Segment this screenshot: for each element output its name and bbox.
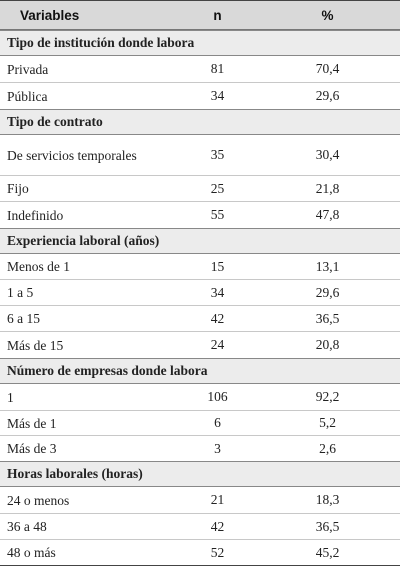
row-pct: 29,6 — [315, 284, 340, 300]
table-row: 1 a 5 34 29,6 — [0, 280, 400, 306]
row-pct: 13,1 — [315, 258, 340, 274]
row-n: 24 — [210, 337, 225, 352]
row-label: Más de 3 — [7, 441, 57, 456]
row-pct: 30,4 — [315, 147, 340, 162]
row-n: 3 — [214, 440, 221, 456]
row-n: 34 — [210, 88, 225, 103]
row-n: 81 — [210, 61, 225, 76]
table-row: 6 a 15 42 36,5 — [0, 306, 400, 332]
row-pct: 45,2 — [315, 544, 340, 560]
row-label: 6 a 15 — [7, 311, 40, 326]
row-pct: 29,6 — [315, 88, 340, 103]
table-row: Más de 1 6 5,2 — [0, 411, 400, 436]
table-row: Indefinido 55 47,8 — [0, 202, 400, 228]
row-pct: 21,8 — [315, 180, 340, 196]
section-heading: Experiencia laboral (años) — [0, 228, 400, 254]
table-row: 24 o menos 21 18,3 — [0, 487, 400, 514]
row-n: 42 — [210, 518, 225, 534]
row-n: 52 — [210, 544, 225, 560]
row-pct: 36,5 — [315, 310, 340, 326]
row-label: 48 o más — [7, 545, 56, 560]
row-n: 35 — [210, 147, 225, 162]
row-pct: 36,5 — [315, 518, 340, 534]
row-label: Menos de 1 — [7, 259, 70, 274]
row-pct: 70,4 — [315, 61, 340, 76]
row-n: 21 — [210, 492, 225, 507]
row-label: Más de 1 — [7, 415, 57, 431]
row-label: Indefinido — [7, 207, 64, 223]
section-heading: Número de empresas donde labora — [0, 358, 400, 384]
row-n: 6 — [214, 415, 221, 430]
header-pct: % — [321, 7, 334, 23]
table-row: Fijo 25 21,8 — [0, 176, 400, 202]
table-row: 36 a 48 42 36,5 — [0, 514, 400, 540]
row-pct: 20,8 — [315, 337, 340, 352]
row-label: 24 o menos — [7, 492, 70, 508]
header-variables: Variables — [20, 7, 80, 23]
row-n: 25 — [210, 180, 225, 196]
row-label: 1 — [7, 389, 14, 405]
table-row: Más de 15 24 20,8 — [0, 332, 400, 358]
table-row: Más de 3 3 2,6 — [0, 436, 400, 461]
row-label: Fijo — [7, 181, 29, 196]
table-header: Variables n % — [0, 1, 400, 30]
row-pct: 5,2 — [319, 415, 336, 430]
row-n: 34 — [210, 284, 225, 300]
table-row: 1 106 92,2 — [0, 384, 400, 411]
table-row: Privada 81 70,4 — [0, 56, 400, 83]
table-row: De servicios temporales 35 30,4 — [0, 135, 400, 176]
table-body: Tipo de institución donde labora Privada 8… — [0, 30, 400, 565]
table-row: Menos de 1 15 13,1 — [0, 254, 400, 280]
section-heading: Horas laborales (horas) — [0, 461, 400, 487]
row-label: Pública — [7, 88, 48, 104]
row-label: Privada — [7, 61, 49, 77]
row-n: 55 — [210, 207, 225, 222]
section-heading: Tipo de contrato — [0, 109, 400, 135]
table-row: Pública 34 29,6 — [0, 83, 400, 109]
section-heading: Tipo de institución donde labora — [0, 30, 400, 56]
row-pct: 18,3 — [315, 492, 340, 507]
header-n: n — [213, 7, 222, 23]
row-n: 15 — [210, 258, 225, 274]
row-pct: 92,2 — [315, 389, 340, 404]
table-row: 48 o más 52 45,2 — [0, 540, 400, 565]
row-label: 36 a 48 — [7, 519, 47, 534]
row-n: 106 — [207, 389, 228, 404]
row-pct: 47,8 — [315, 207, 340, 222]
row-label: Más de 15 — [7, 337, 64, 353]
row-label: De servicios temporales — [7, 147, 137, 163]
row-pct: 2,6 — [319, 440, 336, 456]
row-n: 42 — [210, 310, 225, 326]
row-label: 1 a 5 — [7, 285, 34, 300]
